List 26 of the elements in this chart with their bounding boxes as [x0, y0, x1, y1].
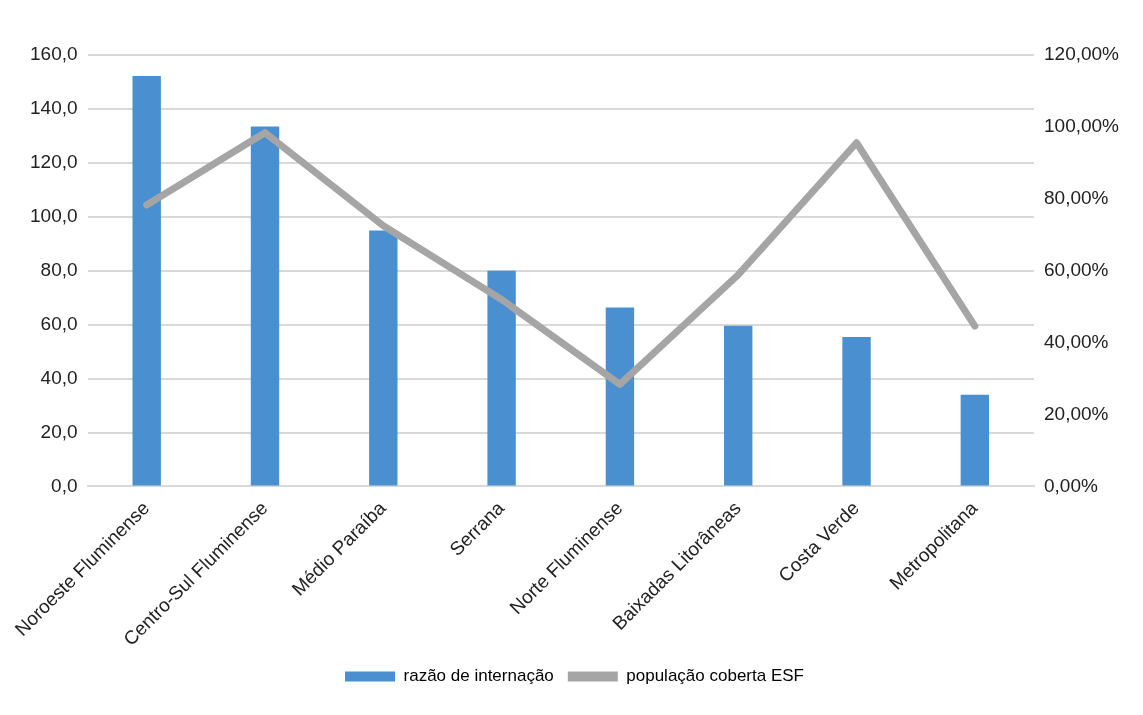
- bar: [369, 230, 398, 486]
- bar: [132, 76, 161, 486]
- y-tick-label: 40,0: [40, 366, 78, 388]
- y-tick-label: 120,0: [30, 151, 78, 173]
- bar: [605, 307, 635, 486]
- bar: [842, 337, 871, 486]
- y-tick-label: 60,0: [40, 312, 78, 334]
- y-tick-label: 80,0: [40, 258, 78, 280]
- y-tick-label: 140,0: [30, 97, 78, 119]
- y-tick-label: 100,0: [30, 205, 78, 227]
- y2-tick-label: 0,00%: [1043, 474, 1098, 496]
- y2-tick-label: 20,00%: [1043, 402, 1109, 424]
- legend-label: população coberta ESF: [626, 666, 804, 686]
- y2-tick-label: 80,00%: [1043, 187, 1109, 209]
- bar: [487, 270, 516, 486]
- y2-tick-label: 60,00%: [1043, 258, 1109, 280]
- bar: [960, 394, 990, 486]
- legend-label: razão de internação: [403, 666, 554, 686]
- y2-tick-label: 100,00%: [1043, 115, 1120, 137]
- bar: [250, 126, 280, 486]
- y-tick-label: 160,0: [30, 43, 78, 65]
- y2-tick-label: 40,00%: [1043, 330, 1109, 352]
- y-tick-label: 20,0: [40, 420, 78, 442]
- bar: [724, 325, 753, 486]
- y2-tick-label: 120,00%: [1043, 43, 1120, 65]
- y-tick-label: 0,0: [51, 474, 78, 496]
